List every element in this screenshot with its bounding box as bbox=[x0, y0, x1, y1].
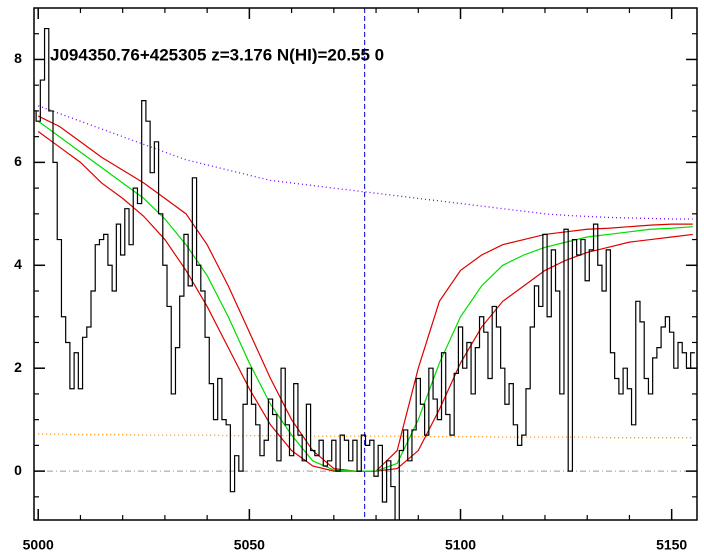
y-tick-label: 2 bbox=[14, 359, 22, 375]
x-tick-label: 5000 bbox=[23, 537, 54, 553]
x-tick-label: 5150 bbox=[656, 537, 687, 553]
y-tick-label: 4 bbox=[14, 256, 22, 272]
y-tick-label: 0 bbox=[14, 462, 22, 478]
y-tick-label: 8 bbox=[14, 50, 22, 66]
y-tick-label: 6 bbox=[14, 153, 22, 169]
model-line bbox=[37, 105, 693, 220]
x-tick-label: 5050 bbox=[234, 537, 265, 553]
x-tick-label: 5100 bbox=[445, 537, 476, 553]
plot-frame bbox=[33, 7, 698, 521]
spectrum-line bbox=[34, 27, 695, 520]
model-line bbox=[37, 120, 693, 472]
chart-title: J094350.76+425305 z=3.176 N(HI)=20.55 0 bbox=[50, 45, 384, 64]
